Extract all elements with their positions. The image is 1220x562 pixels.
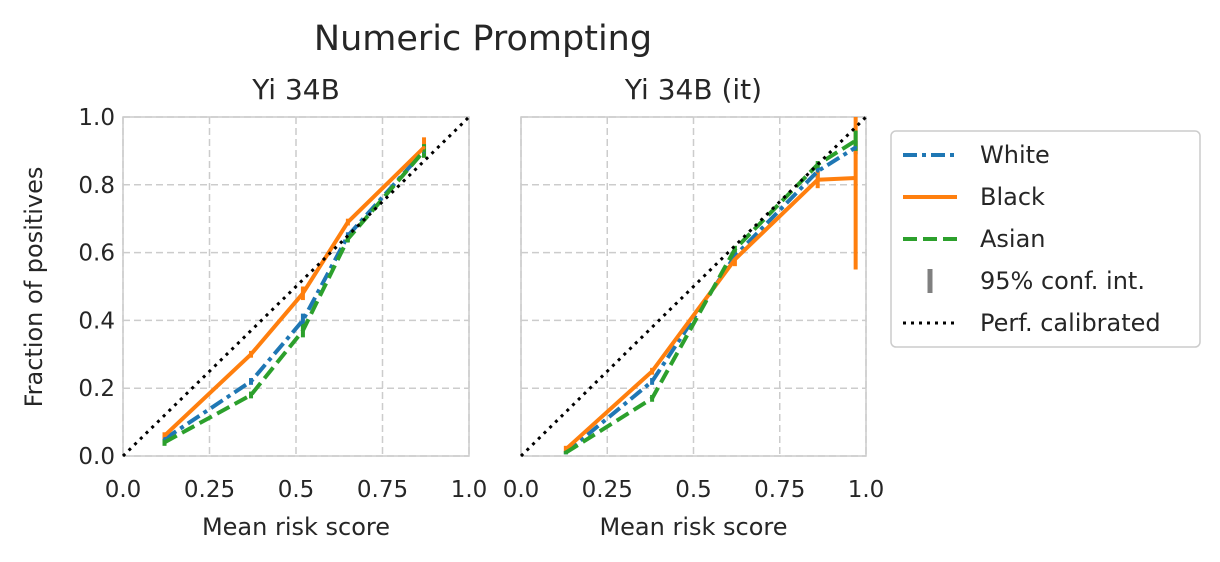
legend-frame [890, 130, 1201, 348]
y-axis-label: Fraction of positives [20, 167, 48, 408]
x-axis-label: Mean risk score [202, 513, 390, 541]
y-tick-label: 0.4 [78, 308, 115, 334]
x-tick-label: 1.0 [451, 477, 488, 503]
legend-label: White [980, 141, 1050, 169]
figure-suptitle: Numeric Prompting [314, 19, 652, 59]
series-line-black [564, 176, 856, 451]
x-tick-label: 0.75 [357, 477, 408, 503]
panel-title: Yi 34B (it) [624, 73, 762, 106]
legend-item: 95% conf. int. [927, 267, 1145, 295]
data-point [249, 352, 253, 356]
data-point [650, 369, 654, 373]
data-point [163, 434, 167, 438]
data-point [346, 220, 350, 224]
data-point [854, 146, 858, 150]
x-tick-label: 0.25 [184, 477, 235, 503]
legend-item: White [903, 141, 1050, 169]
legend-label: Asian [980, 225, 1046, 253]
reference-line [121, 115, 471, 458]
chart-panel-yi-34b-it: Yi 34B (it) 0.0 0.25 0.5 0.75 1.0 Mean risk sc… [503, 73, 885, 541]
series-line-white [564, 145, 857, 455]
panel-title: Yi 34B [251, 73, 340, 106]
data-point [422, 146, 426, 150]
data-point [854, 176, 858, 180]
x-tick-label: 0.75 [754, 477, 805, 503]
legend: White Black Asian 95% conf. int. Perf. calib… [890, 130, 1201, 348]
data-point [650, 379, 654, 383]
chart-panel-yi-34b: Yi 34B 0.0 0.25 0.5 0.75 1.0 0.0 0.2 0.4 0.6 0.8 1.… [78, 73, 487, 541]
data-point [816, 169, 820, 173]
data-point [816, 178, 820, 182]
data-point [422, 149, 426, 153]
x-tick-label: 0.0 [105, 477, 142, 503]
reference-line [519, 115, 868, 458]
x-tick-label: 0.25 [582, 477, 633, 503]
plot-frame [122, 116, 470, 457]
y-tick-label: 0.0 [78, 444, 115, 470]
legend-label: Perf. calibrated [980, 309, 1161, 337]
y-tick-label: 1.0 [78, 105, 115, 131]
x-tick-label: 0.5 [278, 477, 315, 503]
legend-label: Black [980, 183, 1045, 211]
y-tick-label: 0.6 [78, 241, 115, 267]
x-tick-label: 0.5 [675, 477, 712, 503]
data-point [301, 291, 305, 295]
data-point [301, 329, 305, 333]
data-point [163, 440, 167, 444]
x-tick-label: 1.0 [848, 477, 885, 503]
data-point [650, 396, 654, 400]
data-point [733, 257, 737, 261]
data-point [854, 139, 858, 143]
data-point [564, 451, 568, 455]
y-tick-label: 0.2 [78, 376, 115, 402]
x-axis-label: Mean risk score [599, 513, 787, 541]
legend-item: Perf. calibrated [903, 309, 1161, 337]
series-line-black [163, 146, 426, 438]
data-point [301, 318, 305, 322]
plot-frame [520, 116, 867, 457]
legend-item: Asian [903, 225, 1046, 253]
x-tick-label: 0.0 [503, 477, 540, 503]
data-point [249, 393, 253, 397]
data-point [249, 379, 253, 383]
legend-item: Black [903, 183, 1045, 211]
legend-label: 95% conf. int. [980, 267, 1145, 295]
y-tick-label: 0.8 [78, 173, 115, 199]
